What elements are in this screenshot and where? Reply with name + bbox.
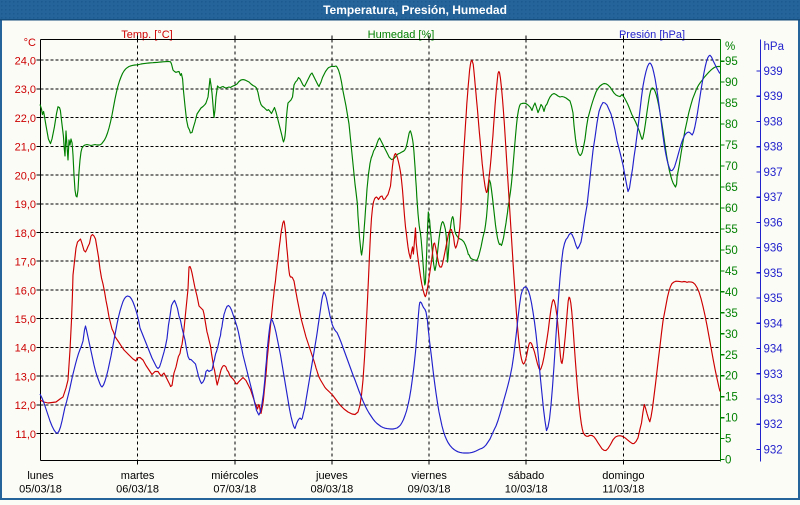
svg-text:Temp. [°C]: Temp. [°C] — [121, 29, 172, 41]
svg-text:sábado: sábado — [508, 470, 544, 482]
svg-text:19,0: 19,0 — [15, 199, 36, 211]
svg-text:10/03/18: 10/03/18 — [505, 484, 548, 496]
svg-text:75: 75 — [725, 140, 738, 152]
svg-text:934: 934 — [764, 318, 784, 330]
svg-text:95: 95 — [725, 56, 738, 68]
svg-text:25: 25 — [725, 350, 738, 362]
svg-text:Presión [hPa]: Presión [hPa] — [619, 29, 685, 41]
svg-text:21,0: 21,0 — [15, 142, 36, 154]
svg-text:lunes: lunes — [27, 470, 54, 482]
svg-text:937: 937 — [764, 167, 783, 179]
svg-text:13,0: 13,0 — [15, 371, 36, 383]
svg-text:24,0: 24,0 — [15, 56, 36, 68]
svg-text:50: 50 — [725, 245, 738, 257]
svg-text:%: % — [725, 41, 735, 53]
svg-text:17,0: 17,0 — [15, 257, 36, 269]
svg-text:90: 90 — [725, 77, 738, 89]
svg-text:miércoles: miércoles — [211, 470, 259, 482]
svg-text:934: 934 — [764, 344, 784, 356]
svg-text:08/03/18: 08/03/18 — [310, 484, 353, 496]
svg-text:Temperatura, Presión, Humedad: Temperatura, Presión, Humedad — [323, 3, 507, 17]
svg-text:5: 5 — [725, 434, 731, 446]
svg-text:70: 70 — [725, 161, 738, 173]
svg-text:Humedad [%]: Humedad [%] — [368, 29, 435, 41]
svg-text:domingo: domingo — [602, 470, 644, 482]
svg-text:07/03/18: 07/03/18 — [213, 484, 256, 496]
svg-text:09/03/18: 09/03/18 — [408, 484, 451, 496]
svg-text:viernes: viernes — [411, 470, 447, 482]
svg-text:22,0: 22,0 — [15, 113, 36, 125]
svg-text:30: 30 — [725, 329, 738, 341]
svg-text:939: 939 — [764, 66, 783, 78]
svg-text:65: 65 — [725, 182, 738, 194]
svg-text:938: 938 — [764, 142, 783, 154]
svg-text:06/03/18: 06/03/18 — [116, 484, 159, 496]
svg-text:55: 55 — [725, 224, 738, 236]
svg-text:937: 937 — [764, 192, 783, 204]
svg-text:35: 35 — [725, 308, 738, 320]
svg-text:933: 933 — [764, 394, 783, 406]
svg-text:936: 936 — [764, 243, 783, 255]
svg-text:45: 45 — [725, 266, 738, 278]
svg-text:martes: martes — [121, 470, 155, 482]
svg-text:16,0: 16,0 — [15, 285, 36, 297]
svg-text:936: 936 — [764, 217, 783, 229]
svg-text:18,0: 18,0 — [15, 228, 36, 240]
svg-text:935: 935 — [764, 268, 783, 280]
svg-text:932: 932 — [764, 419, 783, 431]
svg-text:15: 15 — [725, 392, 738, 404]
svg-text:938: 938 — [764, 117, 783, 129]
svg-text:932: 932 — [764, 444, 783, 456]
svg-text:jueves: jueves — [315, 470, 348, 482]
svg-text:14,0: 14,0 — [15, 343, 36, 355]
svg-text:23,0: 23,0 — [15, 84, 36, 96]
svg-text:hPa: hPa — [764, 41, 785, 53]
svg-text:20: 20 — [725, 371, 738, 383]
svg-text:40: 40 — [725, 287, 738, 299]
svg-text:20,0: 20,0 — [15, 170, 36, 182]
svg-text:939: 939 — [764, 91, 783, 103]
svg-text:12,0: 12,0 — [15, 400, 36, 412]
svg-text:80: 80 — [725, 119, 738, 131]
svg-text:05/03/18: 05/03/18 — [19, 484, 62, 496]
svg-text:15,0: 15,0 — [15, 314, 36, 326]
svg-text:0: 0 — [725, 455, 731, 467]
svg-text:10: 10 — [725, 413, 738, 425]
svg-text:933: 933 — [764, 369, 783, 381]
svg-text:11/03/18: 11/03/18 — [602, 484, 644, 496]
svg-text:935: 935 — [764, 293, 783, 305]
svg-text:11,0: 11,0 — [15, 429, 36, 441]
svg-text:°C: °C — [24, 37, 36, 49]
svg-text:60: 60 — [725, 203, 738, 215]
svg-text:85: 85 — [725, 98, 738, 110]
